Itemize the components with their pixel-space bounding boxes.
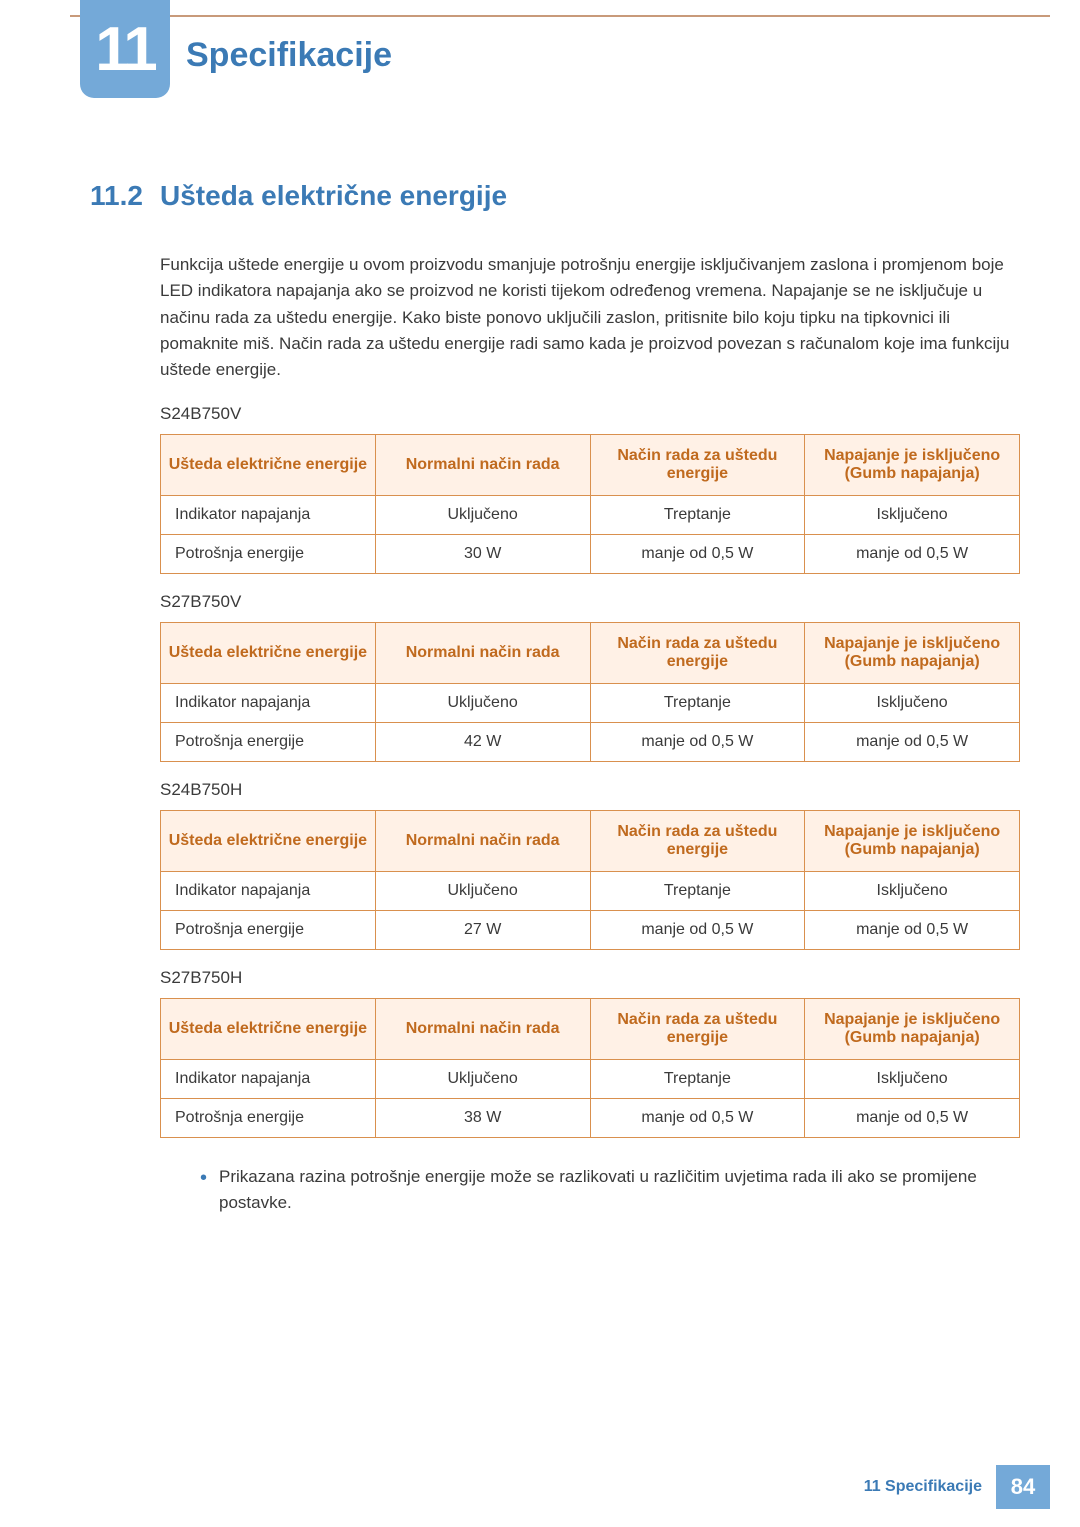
chapter-number-block: 11: [80, 0, 170, 98]
table-row: Potrošnja energije42 Wmanje od 0,5 Wmanj…: [161, 722, 1020, 761]
chapter-title: Specifikacije: [186, 36, 392, 75]
table-cell: Treptanje: [590, 683, 805, 722]
table-row: Indikator napajanjaUključenoTreptanjeIsk…: [161, 1059, 1020, 1098]
table-row: Potrošnja energije38 Wmanje od 0,5 Wmanj…: [161, 1098, 1020, 1137]
table-cell: Isključeno: [805, 683, 1020, 722]
row-label: Potrošnja energije: [161, 534, 376, 573]
table-cell: Uključeno: [375, 1059, 590, 1098]
table-cell: manje od 0,5 W: [590, 1098, 805, 1137]
content-area: 11.2Ušteda električne energije Funkcija …: [90, 180, 1020, 1216]
bullet-icon: •: [200, 1168, 207, 1217]
table-header-cell: Način rada za uštedu energije: [590, 998, 805, 1059]
model-label: S27B750V: [160, 592, 1020, 612]
table-cell: Treptanje: [590, 871, 805, 910]
spec-table: Ušteda električne energijeNormalni način…: [160, 810, 1020, 950]
note-text: Prikazana razina potrošnje energije može…: [219, 1164, 1020, 1217]
table-header-cell: Napajanje je isključeno (Gumb napajanja): [805, 810, 1020, 871]
table-header-cell: Način rada za uštedu energije: [590, 434, 805, 495]
table-row: Indikator napajanjaUključenoTreptanjeIsk…: [161, 683, 1020, 722]
table-row: Indikator napajanjaUključenoTreptanjeIsk…: [161, 871, 1020, 910]
table-cell: manje od 0,5 W: [805, 722, 1020, 761]
table-header-cell: Napajanje je isključeno (Gumb napajanja): [805, 434, 1020, 495]
row-label: Indikator napajanja: [161, 683, 376, 722]
model-label: S24B750V: [160, 404, 1020, 424]
tables-container: S24B750VUšteda električne energijeNormal…: [90, 404, 1020, 1138]
table-header-cell: Normalni način rada: [375, 998, 590, 1059]
table-cell: manje od 0,5 W: [805, 1098, 1020, 1137]
model-label: S24B750H: [160, 780, 1020, 800]
table-cell: Uključeno: [375, 495, 590, 534]
table-row: Indikator napajanjaUključenoTreptanjeIsk…: [161, 495, 1020, 534]
section-heading-text: Ušteda električne energije: [160, 180, 507, 211]
table-cell: Uključeno: [375, 871, 590, 910]
body-paragraph: Funkcija uštede energije u ovom proizvod…: [160, 252, 1020, 384]
table-header-cell: Napajanje je isključeno (Gumb napajanja): [805, 998, 1020, 1059]
top-rule: [70, 15, 1050, 17]
row-label: Potrošnja energije: [161, 910, 376, 949]
table-header-cell: Način rada za uštedu energije: [590, 810, 805, 871]
table-header-cell: Način rada za uštedu energije: [590, 622, 805, 683]
table-header-cell: Normalni način rada: [375, 434, 590, 495]
page: 11 Specifikacije 11.2Ušteda električne e…: [0, 0, 1080, 1527]
table-cell: Treptanje: [590, 1059, 805, 1098]
row-label: Indikator napajanja: [161, 871, 376, 910]
footer: 11 Specifikacije 84: [864, 1465, 1050, 1509]
section-number: 11.2: [90, 180, 160, 212]
footer-label: 11 Specifikacije: [864, 1478, 982, 1496]
table-cell: Isključeno: [805, 871, 1020, 910]
table-row: Potrošnja energije27 Wmanje od 0,5 Wmanj…: [161, 910, 1020, 949]
table-cell: Uključeno: [375, 683, 590, 722]
table-cell: manje od 0,5 W: [590, 910, 805, 949]
row-label: Indikator napajanja: [161, 495, 376, 534]
table-cell: 30 W: [375, 534, 590, 573]
table-cell: 38 W: [375, 1098, 590, 1137]
spec-table: Ušteda električne energijeNormalni način…: [160, 998, 1020, 1138]
section-title: 11.2Ušteda električne energije: [90, 180, 1020, 212]
table-header-cell: Ušteda električne energije: [161, 998, 376, 1059]
row-label: Potrošnja energije: [161, 1098, 376, 1137]
table-header-cell: Ušteda električne energije: [161, 622, 376, 683]
table-cell: manje od 0,5 W: [805, 910, 1020, 949]
table-cell: manje od 0,5 W: [590, 722, 805, 761]
table-cell: manje od 0,5 W: [805, 534, 1020, 573]
table-row: Potrošnja energije30 Wmanje od 0,5 Wmanj…: [161, 534, 1020, 573]
table-cell: Isključeno: [805, 1059, 1020, 1098]
table-header-cell: Napajanje je isključeno (Gumb napajanja): [805, 622, 1020, 683]
table-cell: 27 W: [375, 910, 590, 949]
table-header-cell: Normalni način rada: [375, 622, 590, 683]
table-header-cell: Ušteda električne energije: [161, 434, 376, 495]
spec-table: Ušteda električne energijeNormalni način…: [160, 622, 1020, 762]
model-label: S27B750H: [160, 968, 1020, 988]
table-cell: Treptanje: [590, 495, 805, 534]
row-label: Potrošnja energije: [161, 722, 376, 761]
table-cell: 42 W: [375, 722, 590, 761]
spec-table: Ušteda električne energijeNormalni način…: [160, 434, 1020, 574]
table-cell: Isključeno: [805, 495, 1020, 534]
table-header-cell: Normalni način rada: [375, 810, 590, 871]
table-cell: manje od 0,5 W: [590, 534, 805, 573]
table-header-cell: Ušteda električne energije: [161, 810, 376, 871]
row-label: Indikator napajanja: [161, 1059, 376, 1098]
footer-page-number: 84: [996, 1465, 1050, 1509]
note-row: • Prikazana razina potrošnje energije mo…: [200, 1164, 1020, 1217]
